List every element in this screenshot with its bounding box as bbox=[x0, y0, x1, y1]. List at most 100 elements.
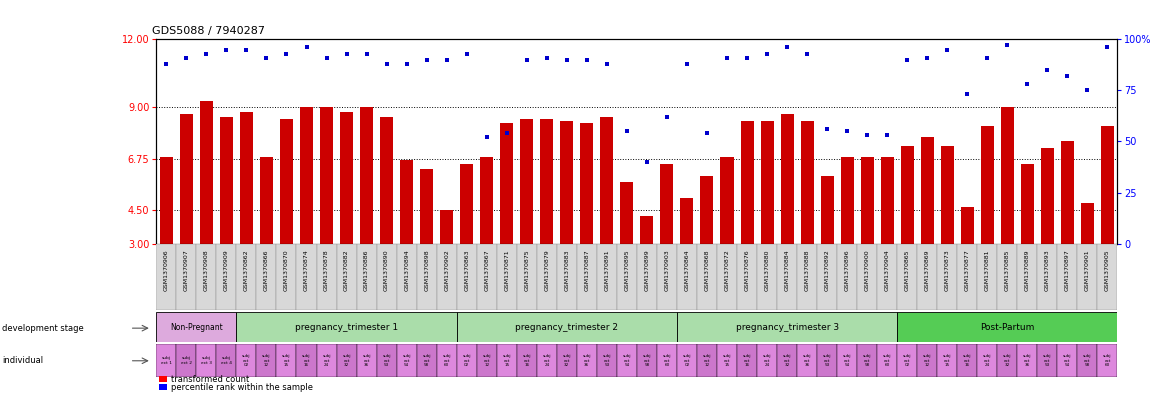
Text: subj
ect
02: subj ect 02 bbox=[683, 354, 691, 367]
Bar bbox=[259, 157, 273, 244]
Point bbox=[918, 55, 937, 61]
FancyBboxPatch shape bbox=[477, 244, 497, 310]
Text: GSM1370899: GSM1370899 bbox=[644, 249, 650, 291]
Text: GSM1370909: GSM1370909 bbox=[223, 249, 229, 291]
FancyBboxPatch shape bbox=[677, 244, 697, 310]
Point bbox=[298, 44, 316, 51]
Text: GSM1370900: GSM1370900 bbox=[865, 249, 870, 291]
FancyBboxPatch shape bbox=[256, 344, 277, 377]
FancyBboxPatch shape bbox=[818, 344, 837, 377]
Bar bbox=[560, 121, 573, 244]
Text: subj
ect
12: subj ect 12 bbox=[703, 354, 711, 367]
Text: subj
ect
12: subj ect 12 bbox=[262, 354, 271, 367]
Point bbox=[397, 61, 416, 67]
Point bbox=[358, 50, 376, 57]
Text: subj
ect
15: subj ect 15 bbox=[503, 354, 511, 367]
Point bbox=[958, 91, 976, 97]
Text: GSM1370867: GSM1370867 bbox=[484, 249, 489, 291]
FancyBboxPatch shape bbox=[958, 244, 977, 310]
FancyBboxPatch shape bbox=[456, 244, 477, 310]
Text: subj
ect
36: subj ect 36 bbox=[1024, 354, 1032, 367]
FancyBboxPatch shape bbox=[316, 244, 337, 310]
Text: subj
ect
60: subj ect 60 bbox=[442, 354, 450, 367]
FancyBboxPatch shape bbox=[437, 344, 456, 377]
Text: subj
ect
24: subj ect 24 bbox=[983, 354, 991, 367]
FancyBboxPatch shape bbox=[697, 244, 717, 310]
Bar bbox=[621, 182, 633, 244]
Point bbox=[277, 50, 295, 57]
Point bbox=[1018, 81, 1036, 87]
Text: subj
ect
02: subj ect 02 bbox=[242, 354, 250, 367]
Point bbox=[638, 159, 657, 165]
Point bbox=[438, 57, 456, 63]
FancyBboxPatch shape bbox=[977, 344, 997, 377]
Text: GSM1370892: GSM1370892 bbox=[824, 249, 829, 291]
FancyBboxPatch shape bbox=[857, 344, 878, 377]
FancyBboxPatch shape bbox=[917, 244, 937, 310]
Bar bbox=[1061, 141, 1073, 244]
Text: transformed count: transformed count bbox=[171, 375, 249, 384]
Text: pregnancy_trimester 3: pregnancy_trimester 3 bbox=[735, 323, 838, 332]
Text: subj
ect
32: subj ect 32 bbox=[343, 354, 351, 367]
Bar bbox=[300, 107, 313, 244]
Text: GSM1370905: GSM1370905 bbox=[1105, 249, 1111, 291]
FancyBboxPatch shape bbox=[497, 244, 516, 310]
Point bbox=[157, 61, 176, 67]
FancyBboxPatch shape bbox=[217, 344, 236, 377]
Text: GSM1370862: GSM1370862 bbox=[244, 249, 249, 291]
Point bbox=[218, 46, 236, 53]
Text: subj
ect
15: subj ect 15 bbox=[943, 354, 952, 367]
Bar bbox=[580, 123, 593, 244]
Text: subj
ect
58: subj ect 58 bbox=[1083, 354, 1092, 367]
Text: GSM1370876: GSM1370876 bbox=[745, 249, 749, 291]
Text: GSM1370875: GSM1370875 bbox=[525, 249, 529, 291]
Bar bbox=[1041, 148, 1054, 244]
Bar bbox=[981, 126, 994, 244]
FancyBboxPatch shape bbox=[497, 344, 516, 377]
Bar bbox=[940, 146, 954, 244]
Text: subj
ect
36: subj ect 36 bbox=[362, 354, 371, 367]
Text: GSM1370872: GSM1370872 bbox=[725, 249, 730, 291]
Bar bbox=[440, 209, 453, 244]
Bar bbox=[320, 107, 334, 244]
Text: GSM1370890: GSM1370890 bbox=[384, 249, 389, 291]
Text: Non-Pregnant: Non-Pregnant bbox=[170, 323, 222, 332]
Text: subj
ect 1: subj ect 1 bbox=[161, 356, 171, 365]
FancyBboxPatch shape bbox=[717, 244, 736, 310]
Text: subj
ect
54: subj ect 54 bbox=[843, 354, 851, 367]
Bar bbox=[280, 119, 293, 244]
FancyBboxPatch shape bbox=[1018, 344, 1038, 377]
Text: subj
ect
60: subj ect 60 bbox=[1104, 354, 1112, 367]
FancyBboxPatch shape bbox=[277, 344, 296, 377]
Bar bbox=[360, 107, 373, 244]
Bar bbox=[640, 217, 653, 244]
Text: GSM1370893: GSM1370893 bbox=[1045, 249, 1050, 291]
Text: GSM1370887: GSM1370887 bbox=[585, 249, 589, 291]
Point bbox=[838, 128, 857, 134]
Text: GSM1370885: GSM1370885 bbox=[1005, 249, 1010, 290]
FancyBboxPatch shape bbox=[236, 312, 456, 342]
FancyBboxPatch shape bbox=[376, 244, 396, 310]
Text: pregnancy_trimester 2: pregnancy_trimester 2 bbox=[515, 323, 618, 332]
Bar bbox=[961, 208, 974, 244]
FancyBboxPatch shape bbox=[577, 244, 596, 310]
Text: subj
ect
02: subj ect 02 bbox=[903, 354, 911, 367]
Text: subj
ect
15: subj ect 15 bbox=[723, 354, 731, 367]
FancyBboxPatch shape bbox=[296, 344, 316, 377]
FancyBboxPatch shape bbox=[316, 344, 337, 377]
FancyBboxPatch shape bbox=[777, 244, 797, 310]
Bar bbox=[860, 157, 873, 244]
Text: subj
ect
53: subj ect 53 bbox=[1043, 354, 1051, 367]
Text: pregnancy_trimester 1: pregnancy_trimester 1 bbox=[295, 323, 398, 332]
Point bbox=[237, 46, 256, 53]
Bar bbox=[701, 176, 713, 244]
Text: GSM1370874: GSM1370874 bbox=[305, 249, 309, 291]
Point bbox=[897, 57, 916, 63]
Text: subj
ect
12: subj ect 12 bbox=[923, 354, 931, 367]
FancyBboxPatch shape bbox=[557, 344, 577, 377]
Text: GSM1370865: GSM1370865 bbox=[904, 249, 910, 290]
Text: development stage: development stage bbox=[2, 324, 85, 332]
Point bbox=[598, 61, 616, 67]
Text: subj
ect 3: subj ect 3 bbox=[200, 356, 212, 365]
Point bbox=[658, 114, 676, 120]
